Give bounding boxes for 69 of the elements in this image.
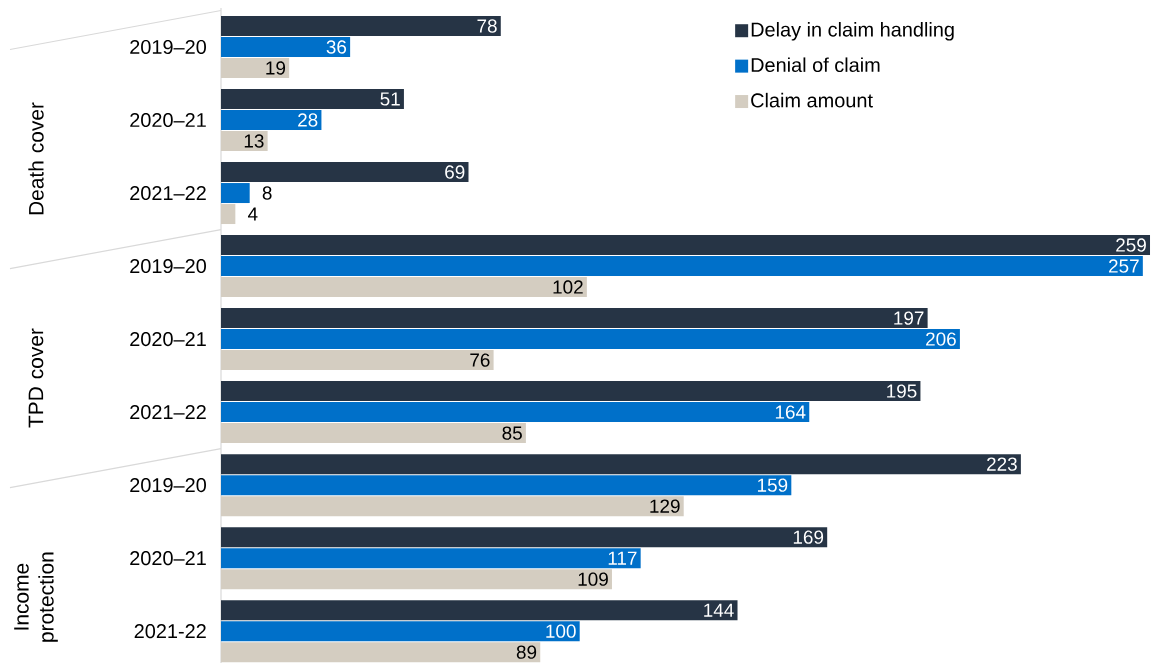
bar [221,642,541,663]
y-tick-label: 2019–20 [130,39,206,55]
data-label: 8 [262,186,272,200]
text: TPD cover [28,328,44,428]
data-label: 28 [298,113,318,127]
data-label: 19 [266,61,286,75]
data-label: 164 [775,405,806,419]
data-label: 144 [704,603,734,617]
data-label: 76 [470,353,490,367]
legend-label: Denial of claim [751,57,880,73]
text: Death cover [28,102,44,215]
bar [221,110,322,131]
data-label: 13 [244,134,264,148]
data-label: 36 [326,40,347,54]
data-label: 206 [926,332,956,346]
bar [221,548,641,569]
bar [221,131,268,152]
data-label: 197 [894,311,924,325]
y-tick-label: 2021–22 [130,185,206,201]
data-label: 100 [546,624,576,638]
y-tick-label: 2020–21 [130,332,206,347]
bar [221,162,469,183]
data-label: 78 [477,19,497,33]
bar [221,235,1151,256]
data-label: 102 [553,280,583,294]
bar [221,89,404,110]
data-label: 85 [502,426,522,440]
data-label: 259 [1116,238,1146,252]
data-label: 109 [578,572,608,586]
bar [221,475,792,496]
bar [221,402,810,423]
y-tick-label: 2020–21 [130,551,206,566]
legend-label: Claim amount [751,92,873,108]
y-tick-label: 2020–21 [130,112,206,128]
bar [221,527,828,548]
data-label: 223 [987,457,1017,471]
bar [221,57,290,78]
bar [221,277,587,298]
data-label: 89 [516,645,537,659]
bar [221,569,612,590]
bar [221,308,928,329]
y-tick-label: 2021-22 [134,624,206,639]
data-label: 4 [247,207,258,221]
data-label: 117 [608,551,637,565]
data-label: 257 [1109,259,1139,273]
bar [221,423,526,444]
y-tick-label: 2021–22 [130,405,206,420]
text: Income protection [14,552,58,642]
data-label: 51 [380,92,400,106]
bar [221,496,684,517]
bar [221,204,236,225]
bar [221,381,921,402]
data-label: 69 [445,165,465,179]
bar [221,256,1143,277]
data-label: 169 [793,530,824,544]
bar [221,183,250,204]
bar [221,329,960,350]
bar [221,15,501,36]
bar [221,350,494,371]
bar [221,36,351,57]
legend-label: Delay in claim handling [751,22,954,41]
data-label: 195 [887,384,917,398]
bar [221,621,580,642]
bar [221,600,738,621]
y-tick-label: 2019–20 [130,259,206,274]
data-label: 159 [757,478,788,492]
y-tick-label: 2019–20 [130,478,206,493]
data-label: 129 [650,499,680,513]
bar [221,454,1021,475]
